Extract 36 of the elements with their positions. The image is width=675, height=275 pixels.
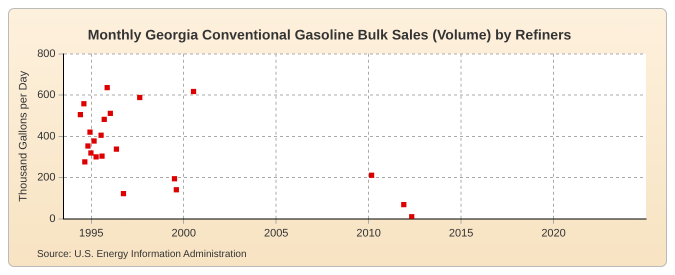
source-note: Source: U.S. Energy Information Administration: [37, 249, 247, 260]
y-tick-label: 200: [37, 172, 56, 184]
point: [102, 116, 107, 122]
point: [78, 112, 83, 118]
x-tick-label: 2005: [264, 227, 288, 240]
point: [172, 176, 178, 182]
y-tick-label: 600: [37, 89, 56, 102]
point: [190, 88, 196, 94]
x-tick-label: 2010: [356, 227, 381, 240]
point: [85, 143, 91, 149]
point: [401, 202, 406, 208]
point: [87, 130, 93, 135]
point: [368, 172, 374, 178]
point: [98, 132, 104, 138]
point: [409, 214, 414, 219]
point: [93, 154, 99, 160]
point: [120, 191, 126, 196]
x-tick-label: 2020: [541, 227, 566, 240]
y-tick-label: 400: [37, 130, 56, 142]
point: [104, 85, 110, 90]
x-tick-label: 2015: [448, 227, 474, 240]
point: [174, 187, 179, 192]
x-tick-label: 2000: [172, 227, 196, 240]
point: [91, 138, 97, 144]
point: [114, 146, 120, 152]
point: [99, 153, 105, 159]
point: [137, 94, 142, 100]
point: [82, 159, 88, 164]
point: [81, 101, 87, 106]
y-tick-label: 0: [49, 212, 56, 225]
x-tick-label: 1995: [79, 227, 104, 240]
point: [108, 110, 113, 116]
y-tick-label: 800: [37, 48, 56, 60]
y-axis-title: Thousand Gallons per Day: [18, 70, 30, 202]
chart-title: Monthly Georgia Conventional Gasoline Bulk Sales (Volume) by Refiners: [88, 26, 572, 42]
point: [88, 150, 94, 156]
